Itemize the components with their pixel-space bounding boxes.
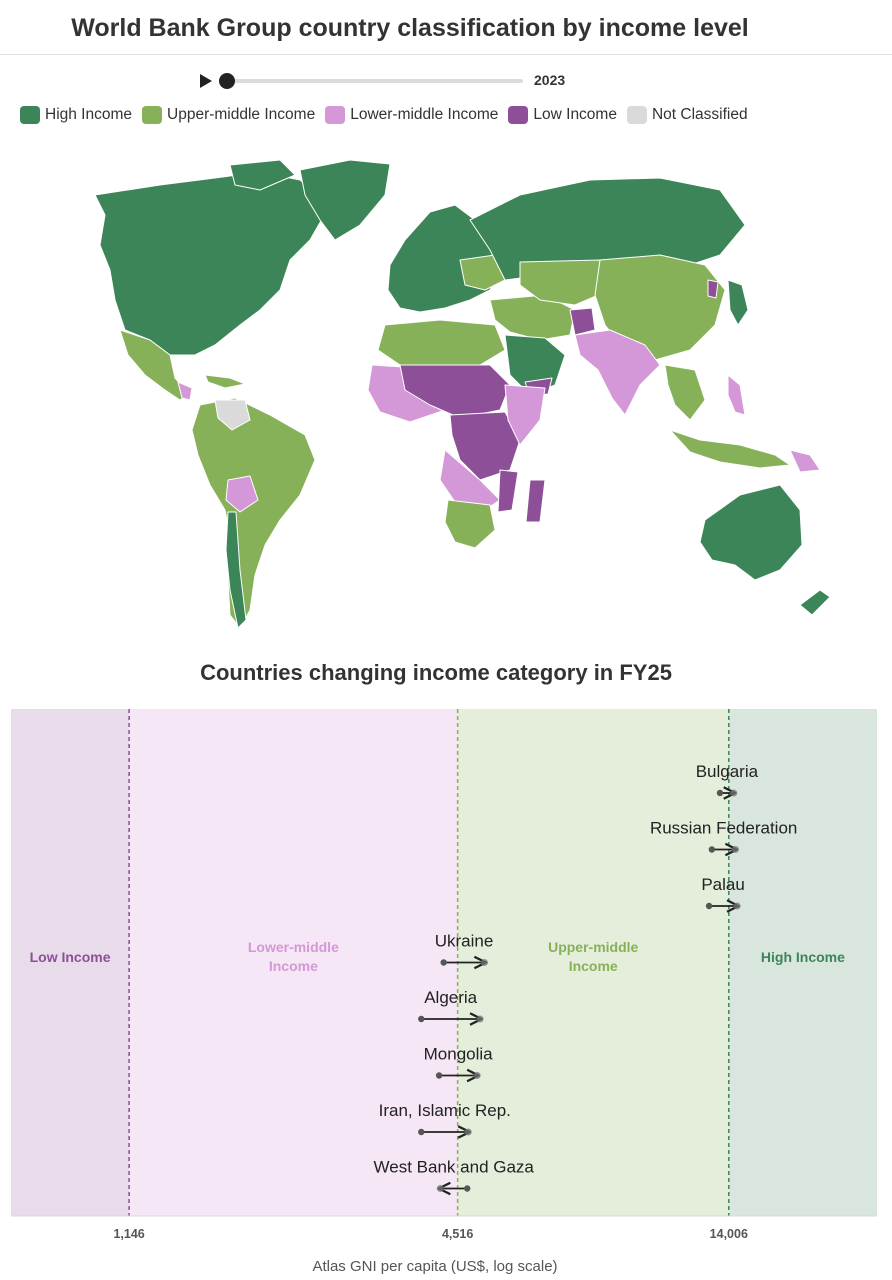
country-label: Mongolia [424,1045,494,1064]
legend-label: Not Classified [651,106,748,123]
chart-title: Countries changing income category in FY… [200,660,672,685]
region-bolivia [225,475,259,513]
legend-item-upper-middle[interactable]: Upper-middle Income [142,106,315,124]
country-change: Iran, Islamic Rep. [379,1101,511,1136]
country-change: Mongolia [424,1045,494,1080]
legend-label: Low Income [533,106,617,123]
country-label: Iran, Islamic Rep. [379,1101,511,1120]
country-label: Russian Federation [650,819,797,838]
from-point [435,1072,443,1079]
to-point [730,789,738,797]
legend-label: High Income [45,106,133,123]
region-australia [699,484,803,581]
title-divider [0,54,892,55]
region-png [789,449,821,473]
region-greenland [299,159,391,241]
from-point [705,902,713,910]
country-change: West Bank and Gaza [374,1158,535,1193]
country-change: Algeria [418,988,484,1023]
income-change-chart: Low Income Lower-middle Income Upper-middle… [11,709,877,1241]
timeline-year: 2023 [534,72,566,88]
to-point [733,902,741,910]
region-south-america [191,397,316,629]
region-korea [707,279,719,299]
country-label: West Bank and Gaza [374,1158,535,1177]
country-label: Palau [701,875,744,894]
region-central-america [177,381,193,401]
region-chile [225,511,247,629]
to-point [464,1128,472,1136]
band-label: Upper-middle [548,939,638,955]
legend-item-high[interactable]: High Income [20,106,132,124]
legend-swatch [142,106,163,124]
country-change: Ukraine [435,932,494,967]
band-label: High Income [761,949,845,965]
region-indonesia [669,429,791,469]
country-label: Algeria [424,988,477,1007]
region-new-zealand [799,589,831,616]
region-afghanistan [569,307,596,336]
legend-item-not-classified[interactable]: Not Classified [626,106,748,124]
legend-item-low[interactable]: Low Income [508,106,617,124]
region-mozambique [497,469,519,513]
income-band [728,709,877,1216]
income-band [129,709,458,1216]
band-label: Income [569,958,618,974]
income-band [11,709,130,1216]
income-band [457,709,729,1216]
region-north-africa [377,319,506,369]
country-label: Ukraine [435,932,494,951]
region-eastern-europe [459,254,506,291]
to-point [480,959,488,966]
legend-item-lower-middle[interactable]: Lower-middle Income [325,106,498,124]
x-axis-title: Atlas GNI per capita (US$, log scale) [312,1258,558,1275]
region-southern-africa [444,499,496,549]
from-point [716,789,724,797]
country-change: Bulgaria [696,762,759,797]
to-point [473,1072,481,1079]
timeline-handle[interactable] [219,73,235,89]
legend-swatch [508,106,529,124]
country-change: Palau [701,875,745,910]
x-tick-label: 14,006 [710,1227,748,1241]
region-russia [469,177,746,281]
play-icon[interactable] [200,74,212,88]
band-label: Low Income [30,949,111,965]
map-regions [94,159,831,629]
region-philippines [727,374,746,416]
region-madagascar [525,479,546,523]
region-south-asia [574,329,661,416]
page-title: World Bank Group country classification … [71,14,749,42]
to-point [476,1015,484,1023]
country-change: Russian Federation [650,819,797,854]
x-tick-label: 4,516 [442,1227,473,1241]
x-tick-label: 1,146 [113,1227,144,1241]
region-north-america [94,171,331,356]
legend-swatch [325,106,346,124]
country-label: Bulgaria [696,762,759,781]
from-point [440,959,447,966]
band-label: Income [269,958,318,974]
legend: High Income Upper-middle Income Lower-mi… [20,106,748,124]
to-point [731,846,739,853]
legend-label: Upper-middle Income [167,106,316,123]
region-china [594,254,726,361]
from-point [418,1128,425,1136]
region-japan [727,279,749,326]
region-venezuela [214,399,251,431]
legend-swatch [626,106,647,124]
region-southeast-asia [664,364,706,421]
from-point [464,1185,471,1192]
timeline-track[interactable] [226,79,523,83]
region-arctic-islands [229,159,296,191]
from-point [708,846,716,853]
world-map[interactable] [0,150,892,640]
legend-swatch [20,106,40,124]
region-east-africa [504,384,546,446]
band-label: Lower-middle [248,939,339,955]
region-caribbean [204,374,246,389]
to-point [436,1185,444,1192]
from-point [418,1015,425,1023]
legend-label: Lower-middle Income [350,106,499,123]
